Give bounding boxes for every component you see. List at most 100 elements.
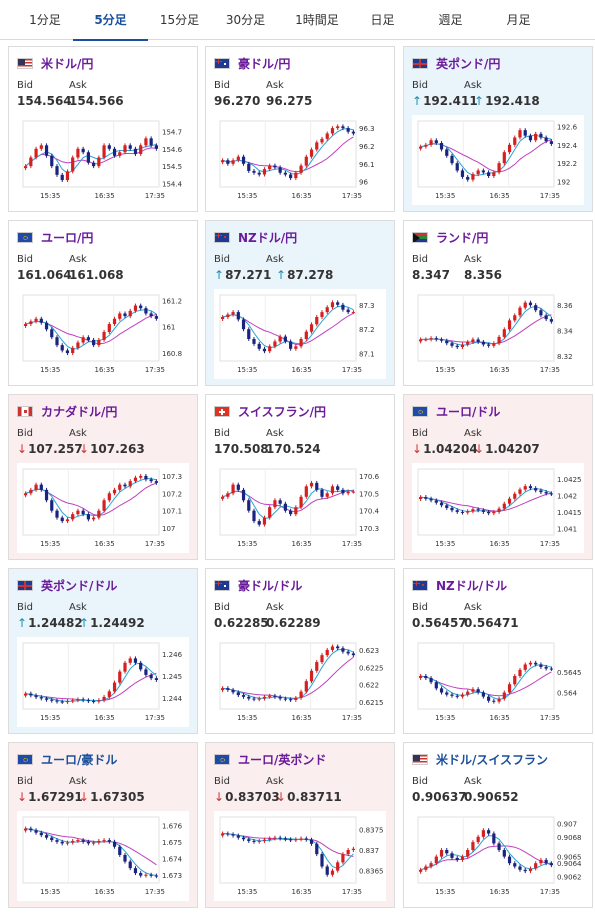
pair-name[interactable]: ユーロ/英ポンド (238, 752, 327, 767)
rate-card[interactable]: 英ポンド/円 Bid Ask ↑192.411 ↑192.418 192.6 192.4 19… (403, 46, 593, 212)
pair-name[interactable]: NZドル/円 (238, 230, 298, 245)
candlestick-chart[interactable]: 8.36 8.34 8.32 15:35 16:35 17:35 (412, 289, 584, 379)
pair-name[interactable]: NZドル/ドル (436, 578, 508, 593)
pair-name[interactable]: 米ドル/スイスフラン (436, 752, 549, 767)
pair-header[interactable]: ランド/円 (412, 229, 488, 245)
ask-value: 0.90652 (464, 790, 519, 804)
pair-header[interactable]: 豪ドル/円 (214, 55, 290, 71)
rate-card[interactable]: スイスフラン/円 Bid Ask 170.508 170.524 170.6 170.5 17… (205, 394, 395, 560)
pair-header[interactable]: ユーロ/円 (17, 229, 93, 245)
candlestick-chart[interactable]: 0.5645 0.564 15:35 16:35 17:35 (412, 637, 584, 727)
ask-label: Ask (69, 776, 87, 787)
ask-value: 161.068 (69, 268, 124, 282)
ma-long-line (25, 828, 157, 866)
candle-body (544, 137, 548, 142)
pair-header[interactable]: ユーロ/豪ドル (17, 751, 117, 767)
pair-header[interactable]: スイスフラン/円 (214, 403, 326, 419)
candlestick-chart[interactable]: 0.907 0.9068 0.9065 0.9064 0.9062 15:35 16:35 1… (412, 811, 584, 901)
candle-body (429, 338, 433, 340)
pair-header[interactable]: カナダドル/円 (17, 403, 117, 419)
candle-body (97, 510, 101, 518)
candlestick-chart[interactable]: 154.7 154.6 154.5 154.4 15:35 16:35 17:35 (17, 115, 189, 205)
rate-card[interactable]: 豪ドル/ドル Bid Ask 0.62285 0.62289 0.623 0.6225 0.6… (205, 568, 395, 734)
pair-name[interactable]: 豪ドル/円 (238, 56, 291, 71)
y-tick-label: 0.9065 (557, 854, 582, 862)
y-tick-label: 154.4 (162, 181, 183, 189)
candle-body (71, 157, 75, 172)
ask-value: 0.56471 (464, 616, 519, 630)
tab-1[interactable]: 5分足 (73, 0, 148, 41)
pair-header[interactable]: NZドル/ドル (412, 577, 507, 593)
candlestick-chart[interactable]: 96.3 96.2 96.1 96 15:35 16:35 17:35 (214, 115, 386, 205)
rate-card[interactable]: ユーロ/ドル Bid Ask ↓1.04204 ↓1.04207 1.0425 1.042 1… (403, 394, 593, 560)
pair-header[interactable]: ユーロ/ドル (412, 403, 500, 419)
rate-card[interactable]: ユーロ/英ポンド Bid Ask ↓0.83703 ↓0.83711 0.8375 0.83… (205, 742, 395, 908)
pair-name[interactable]: 英ポンド/円 (436, 56, 501, 71)
rate-card[interactable]: NZドル/円 Bid Ask ↑87.271 ↑87.278 87.3 87.2 87.1 15… (205, 220, 395, 386)
candle-body (471, 689, 475, 692)
candle-body (118, 846, 122, 855)
tab-3[interactable]: 30分足 (225, 13, 266, 27)
pair-name[interactable]: ユーロ/豪ドル (41, 752, 118, 767)
candlestick-chart[interactable]: 87.3 87.2 87.1 15:35 16:35 17:35 (214, 289, 386, 379)
ma-short-line (420, 488, 552, 513)
currency-flag-icon (412, 579, 428, 591)
candle-body (476, 170, 480, 175)
pair-header[interactable]: 英ポンド/円 (412, 55, 500, 71)
rate-card[interactable]: 豪ドル/円 Bid Ask 96.270 96.275 96.3 96.2 96.1 96 15:… (205, 46, 395, 212)
currency-flag-icon (214, 231, 230, 243)
pair-header[interactable]: NZドル/円 (214, 229, 297, 245)
y-tick-label: 170.6 (359, 473, 380, 481)
tab-5[interactable]: 日足 (370, 13, 395, 27)
rate-card[interactable]: 英ポンド/ドル Bid Ask ↑1.24482 ↑1.24492 1.246 1.245 1… (8, 568, 198, 734)
candlestick-chart[interactable]: 0.623 0.6225 0.622 0.6215 15:35 16:35 17:35 (214, 637, 386, 727)
candle-body (294, 346, 298, 349)
candlestick-chart[interactable]: 1.0425 1.042 1.0415 1.041 15:35 16:35 17:35 (412, 463, 584, 553)
chart-svg: 1.0425 1.042 1.0415 1.041 15:35 16:35 17:35 (417, 468, 582, 548)
candle-body (29, 828, 33, 831)
rate-card[interactable]: ユーロ/円 Bid Ask 161.064 161.068 161.2 161 160.8 15… (8, 220, 198, 386)
candle-body (419, 339, 423, 342)
rate-card[interactable]: ユーロ/豪ドル Bid Ask ↓1.67291 ↓1.67305 1.676 1.675 1… (8, 742, 198, 908)
bid-label: Bid (17, 80, 33, 91)
pair-header[interactable]: 米ドル/スイスフラン (412, 751, 548, 767)
pair-header[interactable]: 豪ドル/ドル (214, 577, 302, 593)
pair-header[interactable]: 英ポンド/ドル (17, 577, 117, 593)
pair-name[interactable]: 豪ドル/ドル (238, 578, 303, 593)
pair-header[interactable]: ユーロ/英ポンド (214, 751, 326, 767)
tab-6[interactable]: 週足 (438, 13, 463, 27)
x-tick-label: 16:35 (490, 366, 510, 374)
rate-card[interactable]: カナダドル/円 Bid Ask ↓107.257 ↓107.263 107.3 107.2 1… (8, 394, 198, 560)
pair-name[interactable]: スイスフラン/円 (238, 404, 327, 419)
pair-name[interactable]: ランド/円 (436, 230, 489, 245)
pair-name[interactable]: ユーロ/ドル (436, 404, 501, 419)
pair-name[interactable]: 英ポンド/ドル (41, 578, 118, 593)
tab-2[interactable]: 15分足 (159, 13, 200, 27)
candle-body (513, 315, 517, 321)
candle-body (50, 500, 54, 511)
pair-name[interactable]: ユーロ/円 (41, 230, 94, 245)
candlestick-chart[interactable]: 161.2 161 160.8 15:35 16:35 17:35 (17, 289, 189, 379)
pair-header[interactable]: 米ドル/円 (17, 55, 93, 71)
rate-card[interactable]: ランド/円 Bid Ask 8.347 8.356 8.36 8.34 8.32 15:35 16… (403, 220, 593, 386)
candlestick-chart[interactable]: 0.8375 0.837 0.8365 15:35 16:35 17:35 (214, 811, 386, 901)
x-tick-label: 17:35 (540, 366, 560, 374)
candlestick-chart[interactable]: 1.246 1.245 1.244 15:35 16:35 17:35 (17, 637, 189, 727)
candle-body (44, 145, 49, 156)
rate-card[interactable]: NZドル/ドル Bid Ask 0.56457 0.56471 0.5645 0.564 15… (403, 568, 593, 734)
candlestick-chart[interactable]: 107.3 107.2 107.1 107 15:35 16:35 17:35 (17, 463, 189, 553)
pair-name[interactable]: 米ドル/円 (41, 56, 94, 71)
candle-body (257, 521, 261, 525)
candle-body (144, 874, 148, 876)
tab-4[interactable]: 1時間足 (295, 13, 339, 27)
tab-0[interactable]: 1分足 (29, 13, 61, 27)
candlestick-chart[interactable]: 170.6 170.5 170.4 170.3 15:35 16:35 17:35 (214, 463, 386, 553)
rate-card[interactable]: 米ドル/円 Bid Ask 154.564 154.566 154.7 154.6 154.5… (8, 46, 198, 212)
rate-card[interactable]: 米ドル/スイスフラン Bid Ask 0.90637 0.90652 0.907 0.906… (403, 742, 593, 908)
candlestick-chart[interactable]: 192.6 192.4 192.2 192 15:35 16:35 17:35 (412, 115, 584, 205)
pair-name[interactable]: カナダドル/円 (41, 404, 118, 419)
candlestick-chart[interactable]: 1.676 1.675 1.674 1.673 15:35 16:35 17:35 (17, 811, 189, 901)
candle-body (39, 697, 43, 699)
tab-7[interactable]: 月足 (506, 13, 531, 27)
